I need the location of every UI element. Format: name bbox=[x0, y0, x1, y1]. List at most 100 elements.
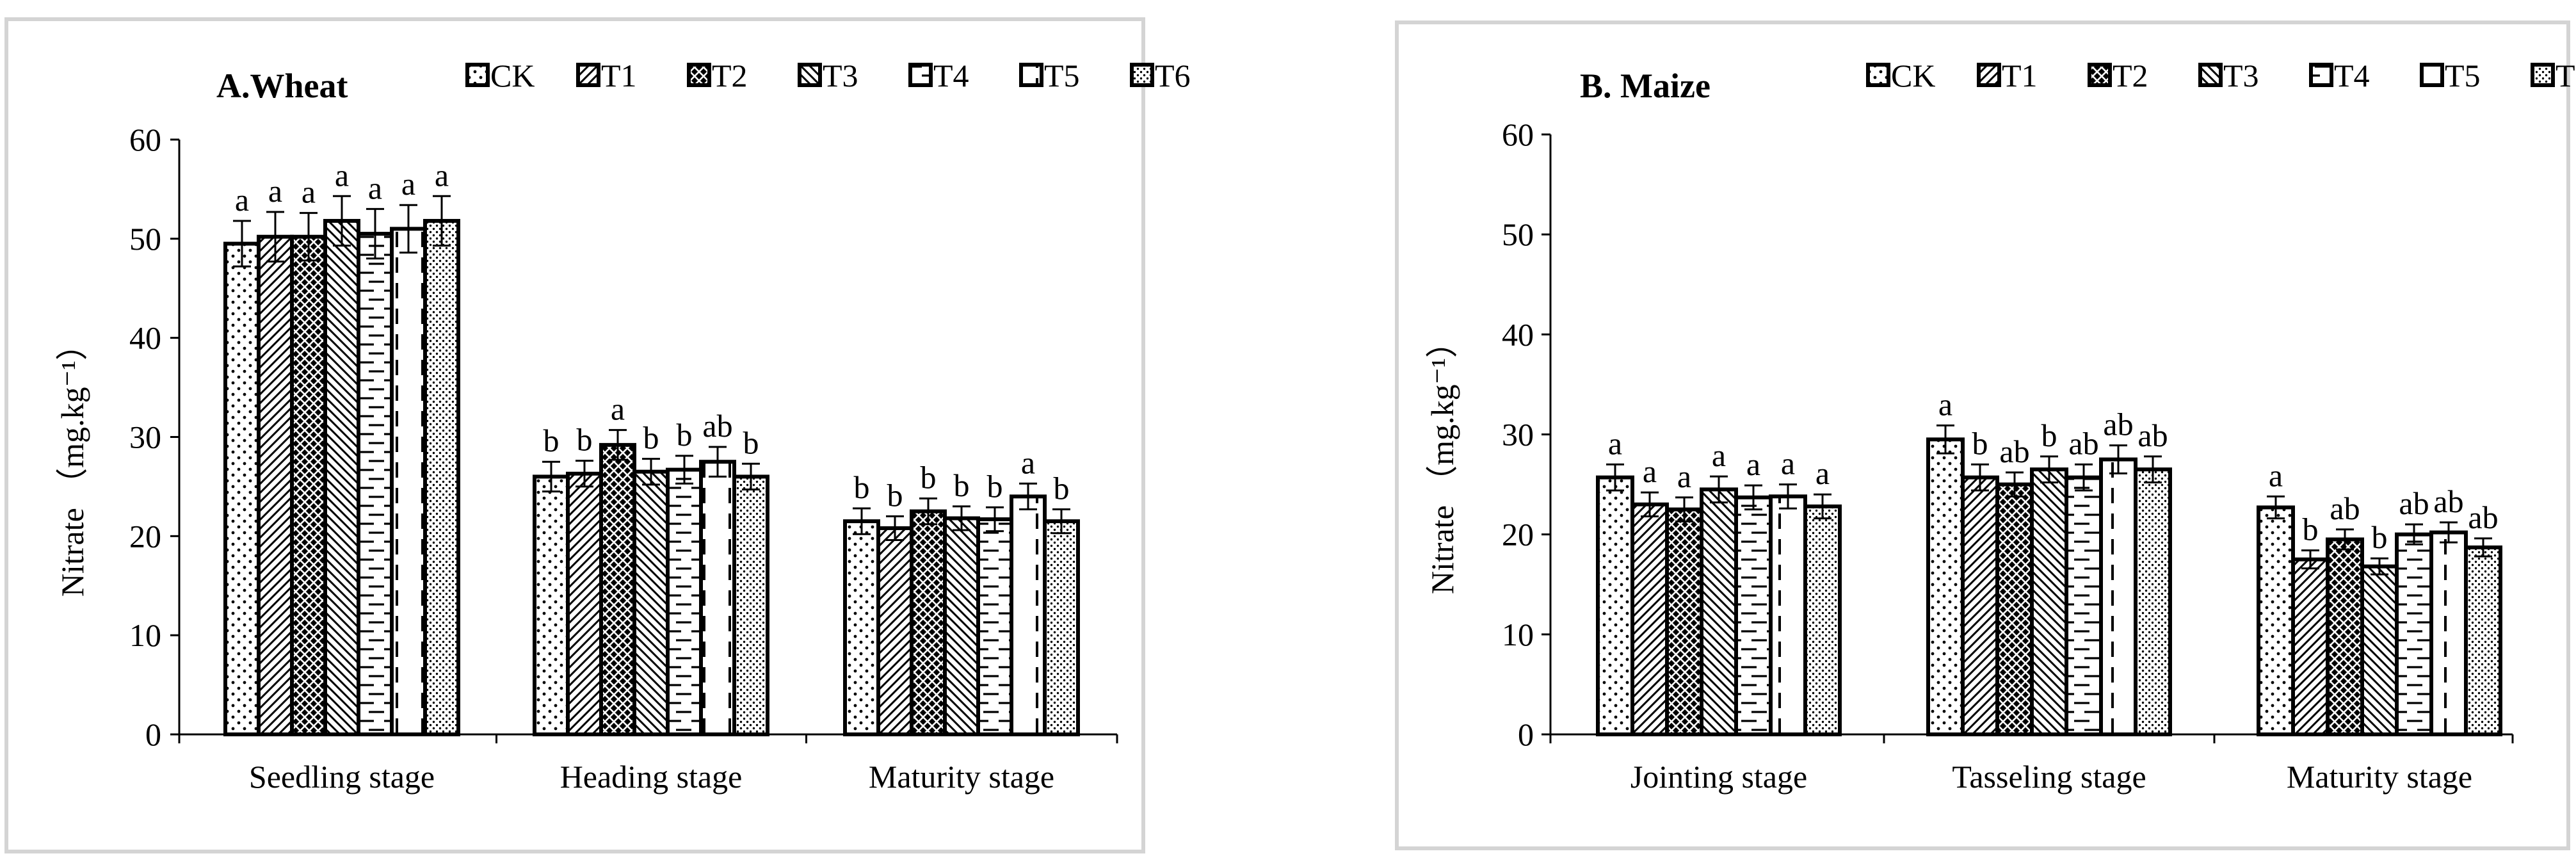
bar-ck bbox=[1926, 437, 1965, 737]
bar-ck bbox=[1596, 475, 1634, 736]
bar-t6 bbox=[423, 218, 460, 737]
y-tick-label: 10 bbox=[1502, 617, 1534, 652]
legend-label-t2: T2 bbox=[2113, 58, 2148, 93]
x-category-label: Tasseling stage bbox=[1952, 759, 2146, 795]
error-bar bbox=[2371, 557, 2388, 576]
legend-label-t3: T3 bbox=[823, 58, 858, 93]
error-bar bbox=[333, 195, 351, 247]
legend-swatch-t6 bbox=[2531, 63, 2555, 87]
bar-t5 bbox=[699, 460, 736, 736]
error-bar bbox=[576, 460, 593, 488]
chart-title: A.Wheat bbox=[216, 67, 348, 105]
legend-label-t6: T6 bbox=[2556, 58, 2576, 93]
bar-ck bbox=[843, 519, 880, 736]
legend-swatch-ck bbox=[465, 63, 490, 87]
y-tick-label: 30 bbox=[1502, 417, 1534, 453]
x-category-label: Heading stage bbox=[560, 759, 743, 795]
legend-swatch-ck bbox=[1866, 63, 1890, 87]
bar-t2 bbox=[1995, 482, 2034, 736]
y-tick-label: 0 bbox=[145, 716, 161, 752]
y-tick-label: 20 bbox=[129, 518, 161, 554]
significance-label: b bbox=[2372, 519, 2388, 555]
error-bar bbox=[542, 460, 560, 493]
error-bar bbox=[742, 462, 760, 491]
legend-label-ck: CK bbox=[490, 58, 535, 93]
significance-label: ab bbox=[1999, 433, 2029, 469]
significance-label: a bbox=[1938, 386, 1952, 422]
significance-label: ab bbox=[2068, 425, 2098, 461]
error-bar bbox=[266, 211, 284, 263]
x-category-label: Jointing stage bbox=[1630, 759, 1807, 795]
significance-label: ab bbox=[2433, 483, 2463, 519]
bar-t4 bbox=[357, 232, 394, 736]
legend-swatch-t1 bbox=[1977, 63, 2001, 87]
legend-label-ck: CK bbox=[1891, 58, 1935, 93]
error-bar bbox=[1710, 475, 1728, 504]
bar-t2 bbox=[599, 442, 636, 736]
error-bar bbox=[2075, 463, 2093, 492]
significance-label: b bbox=[887, 477, 903, 513]
bar-ck bbox=[533, 474, 570, 737]
y-tick-label: 40 bbox=[1502, 316, 1534, 352]
significance-label: a bbox=[401, 166, 415, 202]
significance-label: a bbox=[335, 157, 349, 193]
y-tick-label: 50 bbox=[1502, 216, 1534, 252]
panel-wheat: A.Wheat CK T1 T2 T3 T4 T5 T6 0 10 20 30 40 50 60 Nitrat… bbox=[4, 17, 1191, 853]
y-axis-label: Nitrate （mg.kg⁻¹） bbox=[1424, 326, 1460, 594]
bar-t3 bbox=[2360, 564, 2399, 736]
significance-label: b bbox=[2041, 417, 2057, 453]
bar-t5 bbox=[2429, 530, 2468, 736]
bar-t6 bbox=[1803, 504, 1842, 736]
significance-label: ab bbox=[2330, 490, 2360, 526]
error-bar bbox=[675, 455, 693, 485]
bar-t5 bbox=[2099, 457, 2137, 737]
significance-label: b bbox=[1054, 471, 1070, 506]
error-bar bbox=[1744, 484, 1762, 511]
bar-t3 bbox=[323, 218, 360, 737]
error-bar bbox=[919, 497, 937, 526]
legend-label-t1: T1 bbox=[601, 58, 637, 93]
error-bar bbox=[1019, 482, 1037, 511]
significance-label: b bbox=[543, 423, 559, 458]
legend-swatch-t2 bbox=[2088, 63, 2112, 87]
y-tick-label: 40 bbox=[129, 320, 161, 356]
error-bar bbox=[2405, 523, 2423, 546]
x-category-label: Seedling stage bbox=[249, 759, 435, 795]
error-bar bbox=[2109, 444, 2127, 474]
legend-label-t2: T2 bbox=[712, 58, 748, 93]
error-bar bbox=[2006, 471, 2024, 497]
bar-t4 bbox=[2395, 532, 2433, 737]
y-axis-label: Nitrate （mg.kg⁻¹） bbox=[54, 328, 90, 597]
error-bar bbox=[1971, 463, 1989, 492]
bar-t5 bbox=[1010, 494, 1047, 737]
error-bar bbox=[399, 204, 417, 254]
legend-swatch-t4 bbox=[908, 63, 933, 87]
bar-ck bbox=[2257, 505, 2295, 736]
bar-t4 bbox=[666, 467, 703, 736]
bar-t6 bbox=[732, 474, 769, 737]
bar-t4 bbox=[1734, 495, 1773, 736]
bar-t3 bbox=[943, 516, 980, 736]
legend-label-t6: T6 bbox=[1155, 58, 1191, 93]
error-bar bbox=[2474, 537, 2492, 558]
significance-label: a bbox=[1712, 437, 1726, 473]
legend-label-t5: T5 bbox=[2445, 58, 2481, 93]
bar-t4 bbox=[976, 517, 1013, 736]
significance-label: ab bbox=[2468, 499, 2498, 535]
error-bar bbox=[366, 207, 384, 260]
error-bar bbox=[609, 429, 627, 461]
error-bar bbox=[1641, 491, 1659, 518]
y-tick-label: 10 bbox=[129, 617, 161, 653]
legend-swatch-t2 bbox=[687, 63, 711, 87]
y-tick-label: 30 bbox=[129, 419, 161, 455]
legend-label-t5: T5 bbox=[1044, 58, 1080, 93]
legend-swatch-t5 bbox=[1019, 63, 1043, 87]
legend-label-t4: T4 bbox=[2334, 58, 2370, 93]
bar-t6 bbox=[2464, 545, 2502, 736]
error-bar bbox=[953, 505, 970, 531]
legend-swatch-t3 bbox=[2198, 63, 2223, 87]
error-bar bbox=[233, 220, 251, 268]
significance-label: b bbox=[1972, 425, 1988, 461]
y-tick-label: 50 bbox=[129, 221, 161, 257]
